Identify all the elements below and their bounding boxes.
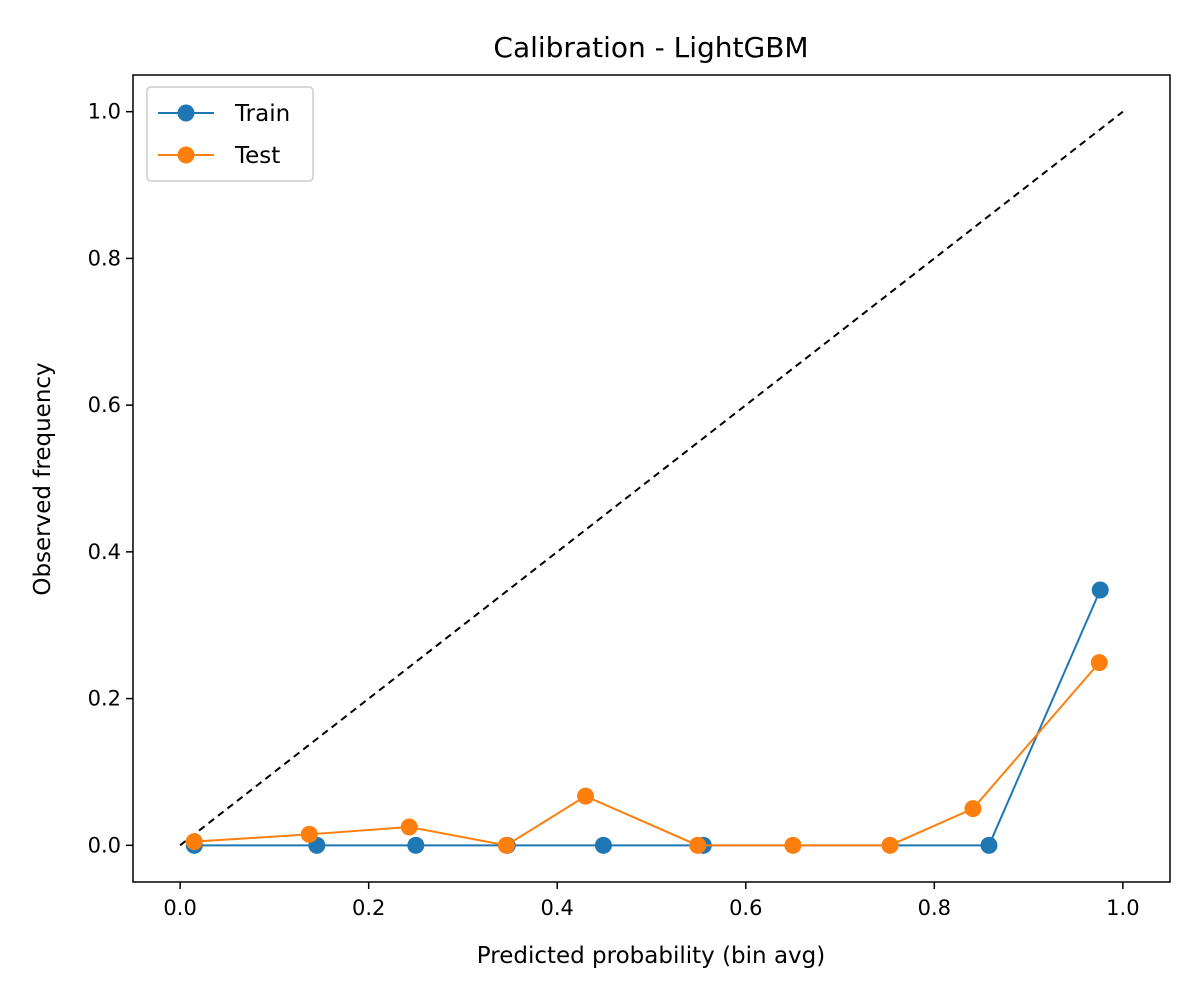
legend-marker-test [177,146,195,164]
test-point [784,836,802,854]
test-point [400,818,418,836]
x-tick-label: 0.6 [729,896,762,920]
x-tick-label: 0.2 [352,896,385,920]
legend-label-train: Train [234,101,290,127]
y-tick-label: 0.2 [88,687,121,711]
test-point [881,836,899,854]
test-point [1090,654,1108,672]
test-line [194,661,1101,847]
y-tick-label: 0.8 [88,246,121,270]
y-tick-label: 0.6 [88,393,121,417]
legend-label-test: Test [234,143,280,169]
test-point [964,800,982,818]
chart-title: Calibration - LightGBM [493,31,808,64]
test-point [300,825,318,843]
y-axis-label: Observed frequency [30,362,56,595]
train-point [594,836,612,854]
test-series [185,654,1108,854]
y-tick-label: 0.4 [88,540,121,564]
test-point [689,836,707,854]
legend: Train Test [146,86,314,182]
x-tick-label: 1.0 [1106,896,1139,920]
train-point [980,836,998,854]
test-point [185,833,203,851]
train-point [1091,581,1109,599]
plot-frame [132,74,1171,883]
legend-item-train: Train [158,101,290,127]
x-tick-label: 0.4 [541,896,574,920]
x-tick-label: 0.0 [163,896,196,920]
legend-item-test: Test [158,143,280,169]
x-tick-label: 0.8 [918,896,951,920]
legend-marker-train [177,104,195,122]
y-tick-label: 1.0 [88,100,121,124]
test-point [497,836,515,854]
train-line [194,589,1102,847]
test-point [577,787,595,805]
train-point [407,836,425,854]
x-axis-label: Predicted probability (bin avg) [477,943,825,969]
y-tick-label: 0.0 [88,833,121,857]
